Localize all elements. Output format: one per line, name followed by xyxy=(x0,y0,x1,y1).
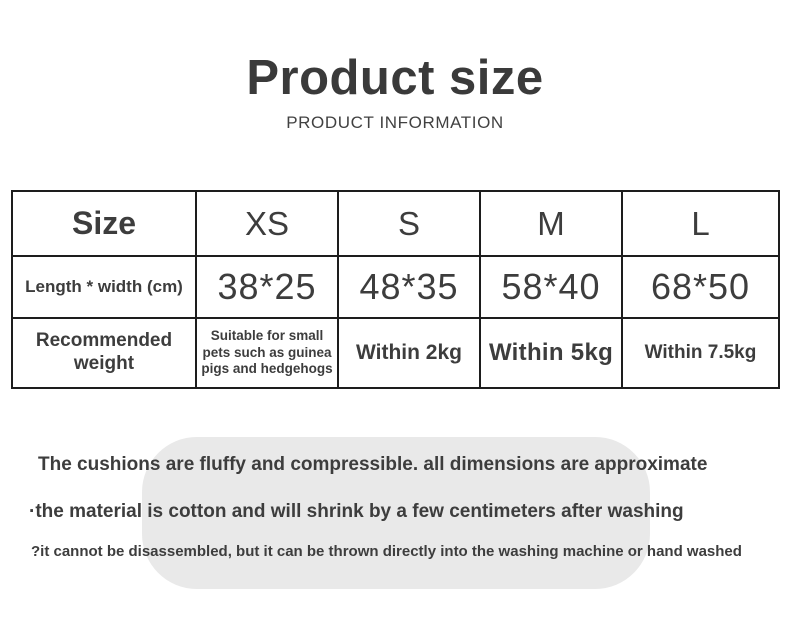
dimensions-value-xs: 38*25 xyxy=(195,255,339,319)
note-line-cotton-shrink: ·the material is cotton and will shrink … xyxy=(29,501,684,522)
dimensions-value-l: 68*50 xyxy=(621,255,780,319)
header-cell-size: Size xyxy=(11,190,197,257)
weight-value-m: Within 5kg xyxy=(479,317,623,389)
table-row-header: Size XS S M L xyxy=(11,190,780,257)
dimensions-row-label: Length * width (cm) xyxy=(11,255,197,319)
weight-value-xs: Suitable for small pets such as guinea p… xyxy=(195,317,339,389)
dimensions-value-m: 58*40 xyxy=(479,255,623,319)
weight-value-l: Within 7.5kg xyxy=(621,317,780,389)
table-row-dimensions: Length * width (cm) 38*25 48*35 58*40 68… xyxy=(11,255,780,319)
header-cell-m: M xyxy=(479,190,623,257)
table-row-weight: Recommended weight Suitable for small pe… xyxy=(11,317,780,389)
page-title: Product size xyxy=(246,51,544,105)
note-line-dimensions-approximate: The cushions are fluffy and compressible… xyxy=(38,454,708,475)
weight-row-label: Recommended weight xyxy=(11,317,197,389)
note-background-bubble xyxy=(142,437,650,589)
header-cell-xs: XS xyxy=(195,190,339,257)
note-line-washing-instructions: ?it cannot be disassembled, but it can b… xyxy=(31,543,742,560)
weight-value-s: Within 2kg xyxy=(337,317,481,389)
header-cell-l: L xyxy=(621,190,780,257)
page-subtitle: PRODUCT INFORMATION xyxy=(286,112,504,132)
dimensions-value-s: 48*35 xyxy=(337,255,481,319)
header-cell-s: S xyxy=(337,190,481,257)
size-table: Size XS S M L Length * width (cm) 38*25 … xyxy=(11,190,780,389)
